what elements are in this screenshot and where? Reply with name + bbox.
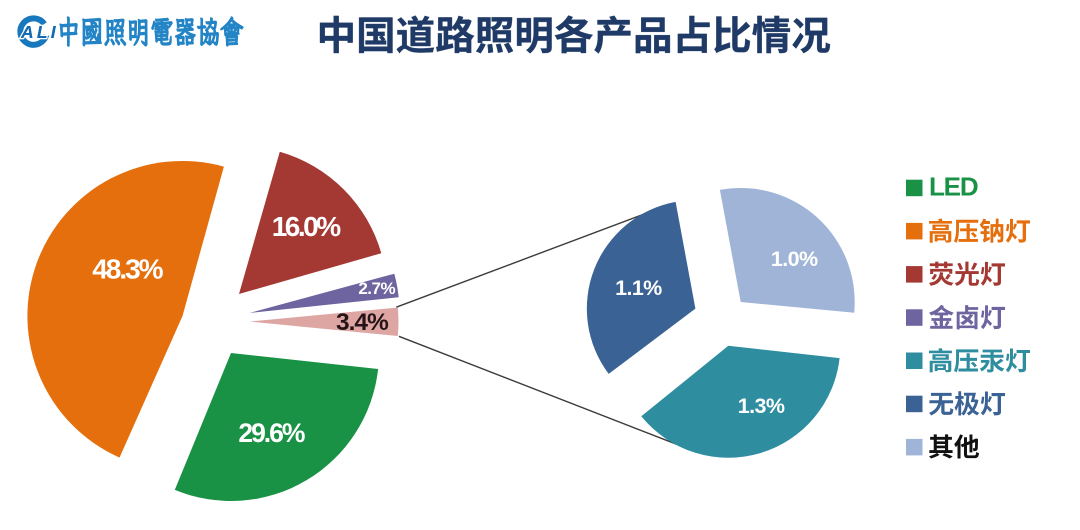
svg-text:LED: LED (929, 171, 978, 201)
svg-text:3.4%: 3.4% (336, 309, 389, 336)
svg-text:16.0%: 16.0% (272, 211, 341, 242)
svg-text:ALI: ALI (20, 22, 59, 42)
svg-text:29.6%: 29.6% (238, 418, 305, 448)
svg-text:1.1%: 1.1% (615, 276, 662, 300)
svg-text:1.3%: 1.3% (738, 394, 785, 418)
svg-text:1.0%: 1.0% (771, 247, 818, 271)
svg-text:48.3%: 48.3% (92, 254, 163, 285)
svg-text:2.7%: 2.7% (358, 279, 395, 298)
svg-text:ALI: ALI (20, 22, 59, 42)
